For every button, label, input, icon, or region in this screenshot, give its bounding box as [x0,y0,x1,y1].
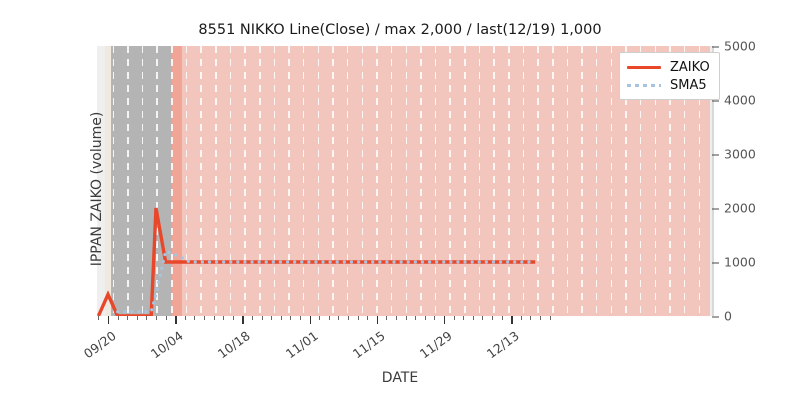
y-tick-label: 2000 [712,201,756,216]
x-minor-tick [386,316,388,320]
x-minor-tick [482,316,484,320]
x-minor-tick [156,316,157,320]
x-minor-tick [424,316,426,320]
x-major-tick [175,316,177,324]
x-minor-tick [127,316,129,320]
x-minor-tick [338,316,340,320]
x-major-tick [511,316,513,324]
legend-swatch-zaiko [627,61,661,73]
x-minor-tick [165,316,167,320]
y-tick-label: 3000 [712,147,756,162]
series-lines [97,207,537,316]
x-minor-tick [549,316,551,320]
x-minor-tick [540,316,541,320]
x-minor-tick [232,316,234,320]
x-minor-tick [357,316,359,320]
x-minor-tick [280,316,282,320]
series-sma5 [116,249,537,314]
band-salmon-dark [172,46,182,316]
x-tick-label: 09/20 [80,328,119,362]
x-minor-tick [261,316,263,320]
band-right-white [710,46,712,316]
y-tick-label: 5000 [712,39,756,54]
x-tick-label: 10/04 [148,328,187,362]
chart-legend[interactable]: ZAIKO SMA5 [619,52,720,100]
x-minor-tick [252,316,253,320]
x-minor-tick [271,316,273,320]
legend-swatch-sma5 [627,79,661,91]
x-minor-tick [184,316,186,320]
y-axis-spine [712,46,714,316]
x-minor-tick [415,316,417,320]
x-minor-tick [530,316,532,320]
x-tick-label: 11/01 [282,328,321,362]
x-tick-label: 10/18 [215,328,254,362]
x-minor-tick [300,316,301,320]
x-minor-tick [98,316,100,320]
x-minor-tick [146,316,148,320]
y-axis-title: IPPAN ZAIKO (volume) [89,111,105,267]
x-tick-label: 11/15 [349,328,388,362]
x-tick-label: 11/29 [416,328,455,362]
x-minor-tick [194,316,196,320]
x-minor-tick [453,316,455,320]
x-major-tick [444,316,446,324]
x-minor-tick [117,316,119,320]
series-zaiko [97,207,536,316]
legend-label: ZAIKO [670,59,710,75]
band-left-white [97,46,105,316]
x-major-tick [108,316,110,324]
y-tick-label: 0 [712,309,732,324]
x-tick-label: 12/13 [484,328,523,362]
y-tick-label: 1000 [712,255,756,270]
x-minor-tick [319,316,321,320]
chart-title: 8551 NIKKO Line(Close) / max 2,000 / las… [198,22,602,38]
x-minor-tick [463,316,465,320]
x-minor-tick [223,316,225,320]
x-axis-title: DATE [381,370,419,386]
y-tick-label: 4000 [712,93,756,108]
x-minor-tick [367,316,369,320]
x-minor-tick [472,316,474,320]
x-major-tick [309,316,311,324]
x-major-tick [242,316,244,324]
x-axis-ticks: 09/20 10/04 10/18 11/01 11/15 11/29 12/13 [81,316,712,376]
x-minor-tick [405,316,407,320]
x-major-tick [376,316,379,324]
x-minor-tick [290,316,292,320]
x-minor-tick [434,316,436,320]
y-axis-ticks: 0 1000 2000 3000 4000 5000 [712,39,800,324]
x-minor-tick [213,316,215,320]
x-minor-tick [348,316,349,320]
legend-label: SMA5 [670,77,707,93]
legend-item-zaiko[interactable]: ZAIKO [627,58,710,76]
band-cream [105,46,111,316]
x-minor-tick [492,316,493,320]
x-minor-tick [396,316,397,320]
x-minor-tick [501,316,503,320]
x-minor-tick [328,316,330,320]
band-gray [111,46,172,316]
x-minor-tick [520,316,522,320]
legend-item-sma5[interactable]: SMA5 [627,76,710,94]
x-minor-tick [204,316,205,320]
x-minor-tick [136,316,138,320]
